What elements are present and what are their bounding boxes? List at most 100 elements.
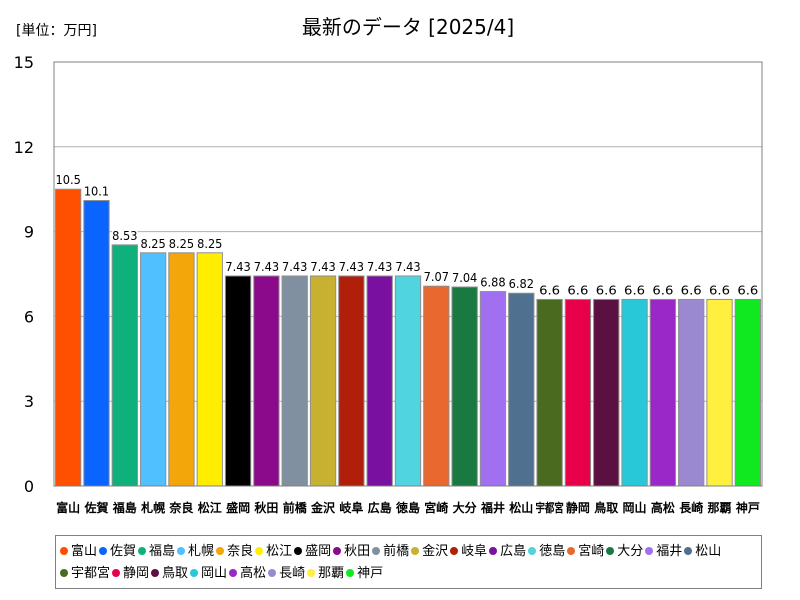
legend-label: 松山 [695, 544, 722, 559]
legend-swatch [190, 569, 199, 577]
x-tick-label: 広島 [368, 500, 392, 515]
y-tick-label: 12 [14, 138, 34, 157]
legend-swatch [268, 569, 277, 577]
legend-swatch [684, 547, 693, 555]
bar-福島 [111, 244, 138, 487]
y-tick-label: 0 [24, 477, 34, 496]
bar-高松 [649, 298, 677, 487]
legend-item: 富山 [60, 541, 97, 562]
legend-item: 那覇 [307, 563, 344, 584]
legend-swatch [346, 569, 355, 577]
data-label-bg [621, 280, 648, 298]
x-tick-label: 奈良 [168, 500, 193, 515]
legend-label: 長崎 [279, 566, 306, 581]
legend-swatch [411, 547, 420, 555]
unit-label: [単位：万円] [16, 23, 97, 39]
data-label: 7.43 [225, 260, 250, 274]
data-label: 6.6 [539, 283, 560, 297]
legend-label: 奈良 [227, 544, 254, 559]
legend-item: 盛岡 [294, 541, 331, 562]
x-tick-label: 富山 [56, 500, 80, 515]
x-tick-label: 札幌 [140, 500, 165, 515]
legend-label: 福島 [149, 544, 176, 559]
data-label: 7.43 [339, 260, 364, 274]
x-tick-label: 静岡 [566, 500, 590, 515]
data-label-bg [395, 256, 421, 274]
data-label: 7.04 [452, 271, 477, 285]
x-tick-label: 大分 [453, 500, 477, 515]
data-label-bg [678, 280, 704, 298]
data-label-bg [423, 267, 449, 285]
legend-label: 広島 [500, 544, 527, 559]
legend-label: 大分 [617, 544, 644, 559]
bar-札幌 [139, 252, 167, 487]
data-label: 8.25 [169, 237, 194, 251]
bar-宮崎 [423, 285, 450, 487]
legend-item: 岐阜 [450, 541, 487, 562]
data-label-bg [225, 256, 251, 274]
legend-item: 鳥取 [151, 563, 188, 584]
data-label-bg [593, 280, 619, 298]
x-tick-label: 高松 [651, 500, 675, 515]
bar-神戸 [734, 298, 761, 487]
legend-swatch [255, 547, 264, 555]
legend-label: 札幌 [188, 544, 215, 559]
data-label-bg [451, 268, 478, 286]
bar-盛岡 [224, 275, 252, 487]
legend-item: 高松 [229, 563, 266, 584]
bar-広島 [366, 275, 393, 487]
legend-swatch [333, 547, 342, 555]
data-label-bg [508, 274, 534, 292]
legend-label: 宮崎 [578, 544, 605, 559]
legend-swatch [294, 547, 303, 555]
legend-item: 広島 [489, 541, 526, 562]
legend-swatch [372, 547, 381, 555]
x-tick-label: 金沢 [310, 500, 336, 515]
plot-border [53, 61, 763, 487]
data-label: 6.6 [567, 283, 588, 297]
x-tick-label: 那覇 [708, 501, 732, 515]
legend-swatch [112, 569, 121, 577]
legend-swatch [151, 569, 160, 577]
legend-label: 松江 [266, 544, 293, 559]
legend-label: 富山 [71, 544, 98, 559]
bar-那覇 [706, 298, 733, 487]
x-tick-label: 徳島 [395, 500, 420, 515]
x-tick-label: 岐阜 [339, 500, 363, 515]
legend-item: 大分 [606, 541, 643, 562]
y-axis-ticks: 0 3 6 9 12 15 [14, 53, 34, 496]
legend-item: 徳島 [528, 541, 565, 562]
data-label: 8.25 [140, 237, 165, 251]
legend-swatch [60, 547, 68, 555]
bar-秋田 [253, 275, 280, 487]
legend-label: 岐阜 [461, 544, 488, 559]
legend-item: 金沢 [411, 541, 448, 562]
bar-大分 [451, 286, 478, 487]
legend-item: 岡山 [190, 563, 227, 584]
x-axis-labels: 富山 佐賀 福島 札幌 奈良 松江 盛岡 秋田 前橋 金沢 岐阜 広島 徳島 宮崎 大分 福井 松山 宇都宮静岡鳥… [56, 500, 760, 515]
data-label-bg [282, 256, 308, 274]
x-tick-label: 秋田 [254, 500, 278, 515]
y-tick-label: 6 [24, 307, 34, 326]
y-tick-label: 15 [14, 53, 34, 72]
legend-item: 宇都宮 [60, 563, 110, 584]
legend-label: 佐賀 [110, 544, 137, 559]
data-label-bg [565, 280, 591, 298]
y-tick-label: 9 [24, 223, 34, 242]
legend-label: 高松 [240, 566, 267, 581]
x-tick-label: 福島 [112, 500, 137, 515]
legend-item: 札幌 [177, 541, 214, 562]
legend-swatch [138, 547, 147, 555]
x-tick-label: 神戸 [736, 500, 760, 515]
data-label-bg [735, 280, 761, 298]
data-label-bg [338, 256, 365, 274]
data-label: 10.5 [56, 173, 81, 187]
bar-金沢 [309, 275, 337, 487]
data-label-bg [650, 280, 676, 298]
bar-徳島 [394, 275, 422, 487]
legend-item: 松江 [255, 541, 292, 562]
legend-item: 静岡 [112, 563, 149, 584]
x-tick-label: 宇都宮 [535, 500, 563, 515]
bar-layer [55, 188, 761, 487]
data-label: 6.6 [624, 283, 645, 297]
